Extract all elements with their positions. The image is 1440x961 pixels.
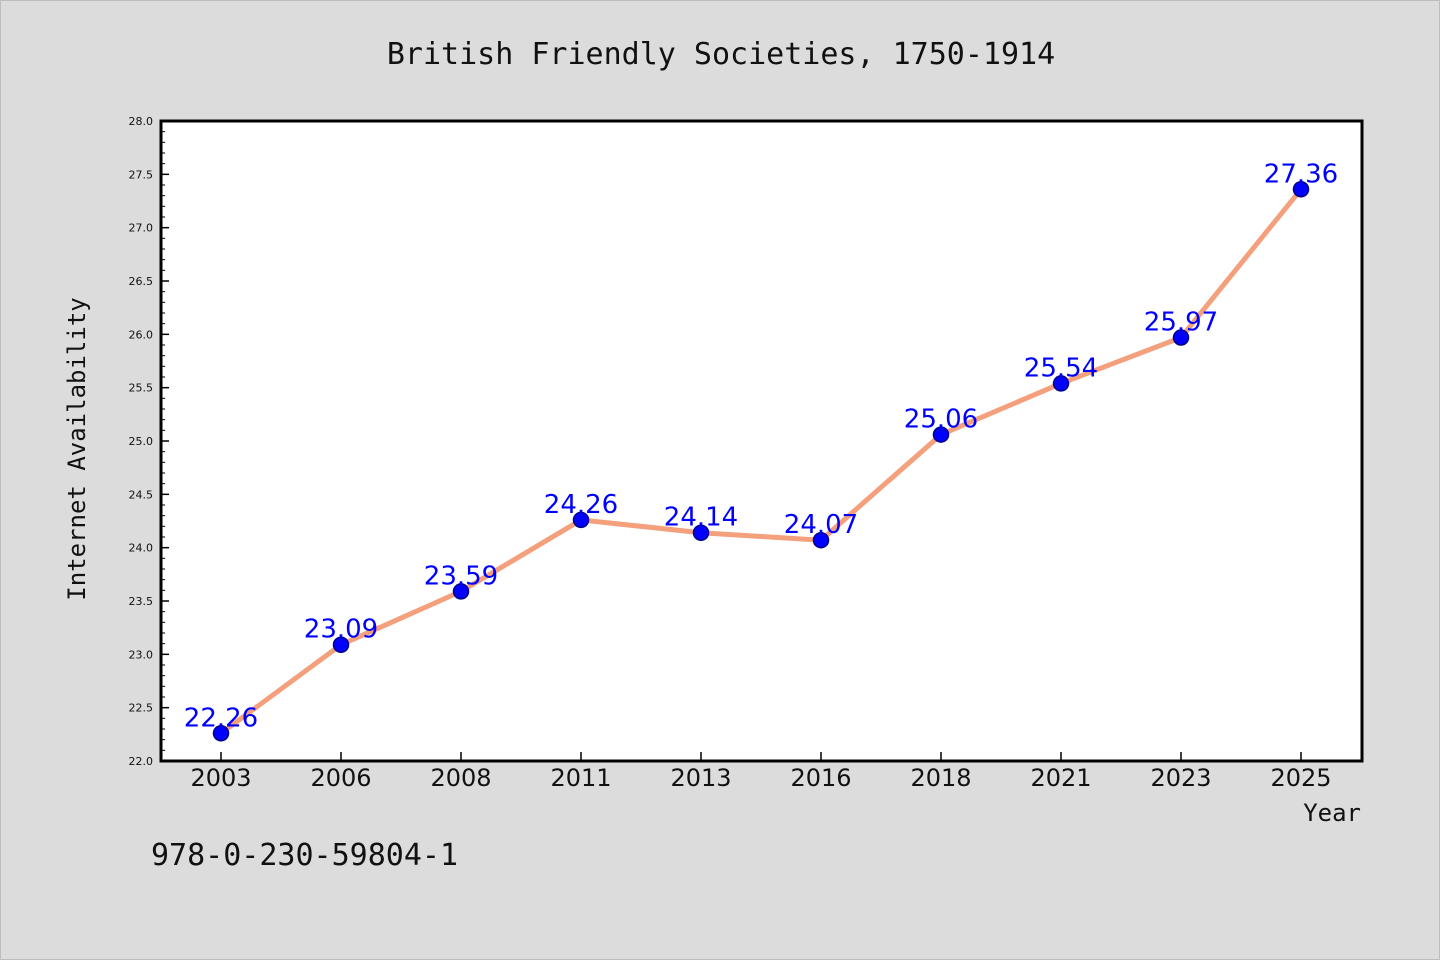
y-tick-label: 28.0 [129, 115, 154, 128]
data-label: 24.07 [784, 510, 858, 540]
plot-area [159, 119, 1364, 763]
x-tick-label: 2016 [790, 764, 851, 792]
x-tick-label: 2006 [310, 764, 371, 792]
data-point [572, 511, 590, 529]
x-axis: 2003 2006 2008 2011 2013 2016 2018 2021 2023 2025 [190, 752, 1332, 792]
data-label: 24.14 [664, 503, 738, 533]
data-point [932, 426, 950, 443]
y-axis: 22.0 22.5 23.0 23.5 24.0 24.5 25.0 25.5 26.0 26.5… [129, 115, 169, 768]
footnote-text: 978-0-230-59804-1 [151, 838, 458, 873]
data-point [812, 531, 830, 549]
data-label: 25.97 [1144, 308, 1218, 338]
x-tick-label: 2023 [1150, 764, 1211, 792]
x-tick-label: 2013 [670, 764, 731, 792]
y-tick-label: 24.0 [129, 542, 154, 555]
y-tick-label: 23.0 [129, 648, 154, 661]
data-point [332, 636, 350, 653]
x-tick-label: 2003 [190, 764, 251, 792]
data-point [1172, 329, 1190, 346]
x-axis-label: Year [1303, 799, 1361, 827]
y-tick-label: 25.5 [129, 382, 154, 395]
y-tick-label: 24.5 [129, 488, 154, 501]
x-tick-label: 2008 [430, 764, 491, 792]
data-point [212, 725, 230, 742]
y-tick-label: 25.0 [129, 435, 154, 448]
data-point [692, 524, 710, 541]
x-tick-label: 2011 [550, 764, 611, 792]
chart-title: British Friendly Societies, 1750-1914 [387, 37, 1055, 72]
y-tick-label: 27.0 [129, 222, 154, 235]
data-point [1292, 181, 1310, 198]
y-tick-label: 23.5 [129, 595, 154, 608]
data-label: 23.09 [304, 615, 378, 645]
y-tick-label: 22.5 [129, 702, 154, 715]
y-axis-label: Internet Availability [63, 297, 91, 600]
x-tick-label: 2018 [910, 764, 971, 792]
data-label: 27.36 [1264, 159, 1338, 189]
data-label: 25.06 [904, 405, 978, 435]
y-tick-label: 26.0 [129, 328, 154, 341]
data-label: 22.26 [184, 703, 258, 733]
series-layer: 22.26 23.09 23.59 24.26 24.14 24.07 25.06 25.54… [184, 159, 1338, 742]
y-tick-label: 22.0 [129, 755, 154, 768]
y-tick-label: 26.5 [129, 275, 154, 288]
x-tick-label: 2021 [1030, 764, 1091, 792]
series-line [218, 186, 1304, 736]
y-tick-label: 27.5 [129, 168, 154, 181]
data-point [1052, 375, 1070, 392]
x-tick-label: 2025 [1270, 764, 1331, 792]
data-label: 25.54 [1024, 353, 1098, 383]
data-point [452, 583, 470, 600]
data-label: 24.26 [544, 490, 618, 520]
data-label: 23.59 [424, 561, 498, 591]
